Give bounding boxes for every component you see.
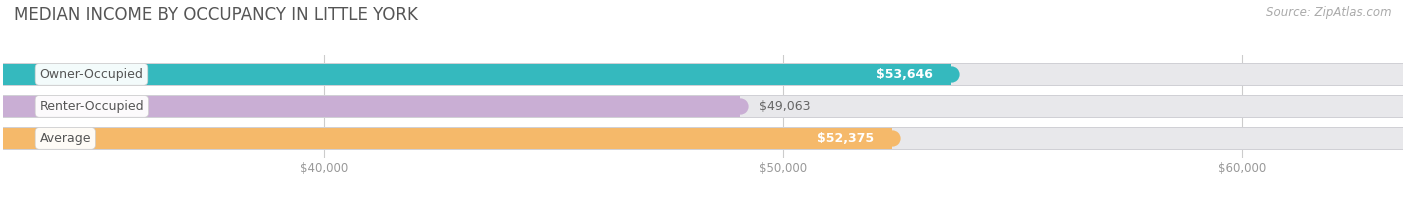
Point	[939, 73, 962, 76]
Text: $53,646: $53,646	[876, 68, 932, 81]
Bar	[3, 64, 950, 85]
Text: Source: ZipAtlas.com: Source: ZipAtlas.com	[1267, 6, 1392, 19]
Bar	[0, 95, 1406, 118]
Bar	[0, 63, 1406, 86]
Text: Owner-Occupied: Owner-Occupied	[39, 68, 143, 81]
Bar	[3, 64, 1403, 85]
Bar	[3, 128, 893, 149]
Point	[0, 137, 14, 140]
Point	[730, 105, 752, 108]
Text: Average: Average	[39, 132, 91, 145]
Point	[1378, 105, 1400, 108]
Bar	[3, 96, 1403, 117]
Bar	[0, 127, 1406, 150]
Point	[1378, 73, 1400, 76]
Point	[0, 73, 14, 76]
Text: $49,063: $49,063	[759, 100, 810, 113]
Bar	[3, 128, 1403, 149]
Text: Renter-Occupied: Renter-Occupied	[39, 100, 145, 113]
Text: MEDIAN INCOME BY OCCUPANCY IN LITTLE YORK: MEDIAN INCOME BY OCCUPANCY IN LITTLE YOR…	[14, 6, 418, 24]
Bar	[3, 96, 741, 117]
Point	[0, 105, 14, 108]
Text: $52,375: $52,375	[817, 132, 875, 145]
Point	[882, 137, 904, 140]
Point	[1378, 137, 1400, 140]
